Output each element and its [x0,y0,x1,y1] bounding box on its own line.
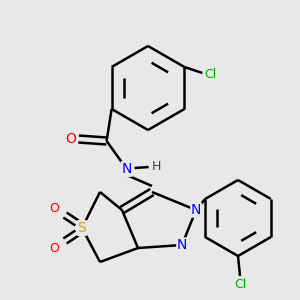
Text: N: N [191,203,201,217]
Text: O: O [65,132,76,146]
Text: Cl: Cl [204,68,217,82]
Text: H: H [152,160,161,173]
Text: O: O [65,132,76,146]
Text: S: S [78,221,86,235]
Text: O: O [49,242,59,254]
Text: N: N [122,162,132,176]
Text: S: S [78,221,86,235]
Text: N: N [177,238,187,252]
Text: N: N [122,162,132,176]
Text: O: O [49,202,59,214]
Text: Cl: Cl [204,68,217,82]
Text: Cl: Cl [234,278,246,292]
Text: O: O [49,202,59,214]
Text: H: H [152,160,161,173]
Text: O: O [49,242,59,254]
